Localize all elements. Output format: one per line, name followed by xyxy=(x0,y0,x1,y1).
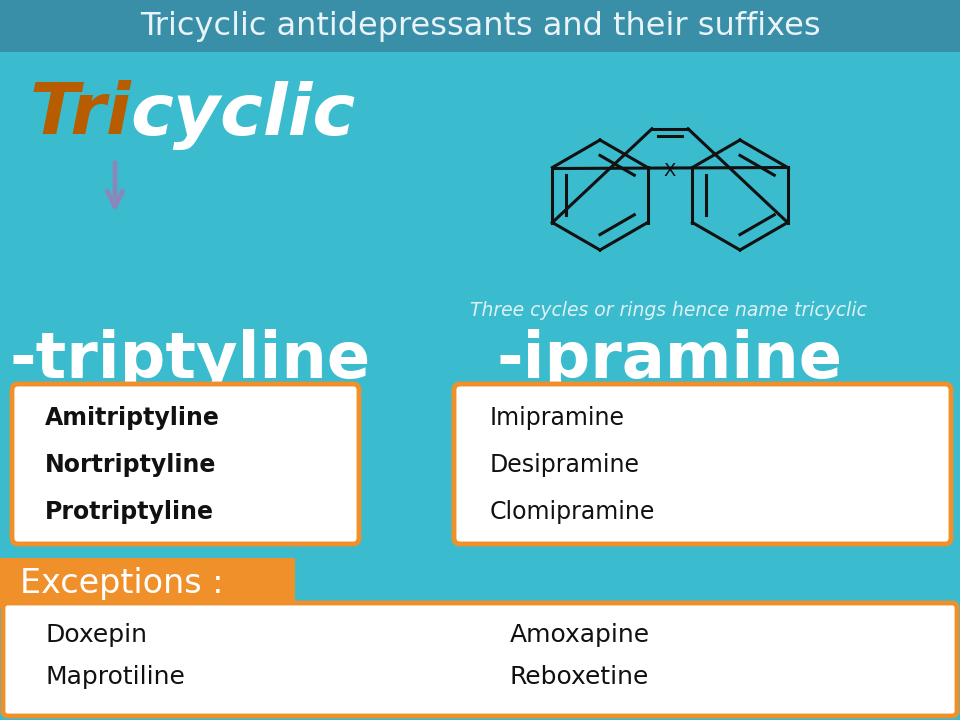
Text: -ipramine: -ipramine xyxy=(497,329,843,391)
FancyBboxPatch shape xyxy=(12,384,359,544)
Text: Reboxetine: Reboxetine xyxy=(510,665,649,689)
FancyBboxPatch shape xyxy=(3,603,957,716)
Text: cyclic: cyclic xyxy=(130,81,355,150)
Text: Imipramine: Imipramine xyxy=(490,406,625,430)
FancyBboxPatch shape xyxy=(454,384,951,544)
Text: Maprotiline: Maprotiline xyxy=(45,665,185,689)
Text: Protriptyline: Protriptyline xyxy=(45,500,214,524)
Text: Exceptions :: Exceptions : xyxy=(20,567,224,600)
Text: Doxepin: Doxepin xyxy=(45,623,147,647)
FancyBboxPatch shape xyxy=(0,52,960,720)
FancyBboxPatch shape xyxy=(0,0,960,52)
Text: X: X xyxy=(663,163,676,181)
Text: Nortriptyline: Nortriptyline xyxy=(45,453,216,477)
FancyBboxPatch shape xyxy=(0,558,295,608)
Text: Tricyclic antidepressants and their suffixes: Tricyclic antidepressants and their suff… xyxy=(140,11,820,42)
Text: Tri: Tri xyxy=(30,81,132,150)
Text: Amitriptyline: Amitriptyline xyxy=(45,406,220,430)
Text: Desipramine: Desipramine xyxy=(490,453,640,477)
Text: Clomipramine: Clomipramine xyxy=(490,500,656,524)
Text: -triptyline: -triptyline xyxy=(10,328,371,392)
Text: Amoxapine: Amoxapine xyxy=(510,623,650,647)
Text: Three cycles or rings hence name tricyclic: Three cycles or rings hence name tricycl… xyxy=(469,300,867,320)
